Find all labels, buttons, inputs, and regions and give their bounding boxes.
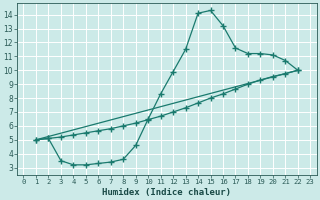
X-axis label: Humidex (Indice chaleur): Humidex (Indice chaleur) [102,188,231,197]
